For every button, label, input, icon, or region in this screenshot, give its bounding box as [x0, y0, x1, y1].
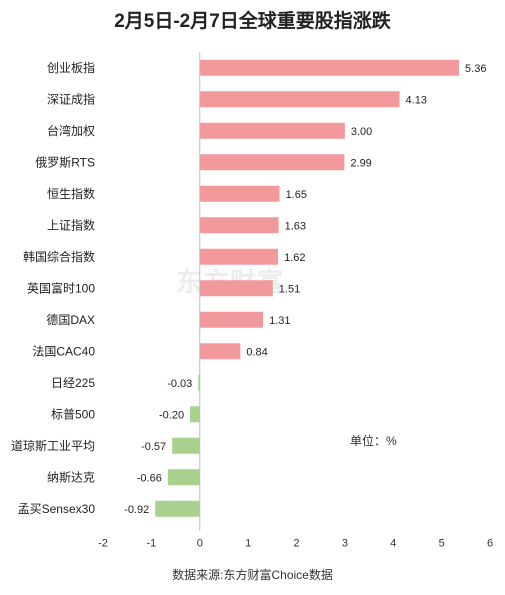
- bars-group: [155, 59, 460, 517]
- bar-1: [199, 91, 400, 108]
- x-tick-label: 4: [390, 538, 396, 550]
- category-label: 创业板指: [47, 60, 95, 75]
- category-label: 恒生指数: [47, 186, 95, 201]
- category-label: 上证指数: [47, 217, 95, 232]
- axis-group: -2 -1 0 1 2 3 4 5 6: [98, 52, 493, 550]
- category-label: 法国CAC40: [32, 344, 95, 358]
- value-label: -0.03: [167, 378, 192, 390]
- x-tick-label: -1: [146, 538, 156, 550]
- bar-9: [199, 343, 241, 360]
- bar-3: [199, 154, 345, 171]
- x-tick-label: -2: [98, 538, 108, 550]
- value-label: 4.13: [406, 94, 427, 106]
- value-label: 1.31: [269, 315, 290, 327]
- x-tick-label: 3: [342, 538, 348, 550]
- category-label: 英国富时100: [27, 280, 95, 295]
- category-label: 日经225: [51, 376, 95, 390]
- category-label: 纳斯达克: [47, 470, 95, 484]
- value-label: -0.66: [137, 472, 162, 484]
- x-tick-label: 6: [487, 538, 493, 550]
- value-label: 1.63: [285, 220, 306, 232]
- category-label: 孟买Sensex30: [18, 502, 96, 516]
- bar-2: [199, 122, 345, 139]
- category-label: 标普500: [51, 407, 95, 421]
- value-label: 2.99: [350, 157, 371, 169]
- bar-4: [199, 185, 280, 202]
- value-label: 1.51: [279, 283, 300, 295]
- value-label: -0.20: [159, 409, 184, 421]
- bar-6: [199, 248, 279, 265]
- x-tick-label: 5: [439, 538, 445, 550]
- chart-title: 2月5日-2月7日全球重要股指涨跌: [114, 11, 391, 32]
- bar-12: [172, 437, 200, 454]
- source-note: 数据来源:东方财富Choice数据: [172, 568, 333, 582]
- value-label: 3.00: [351, 126, 372, 138]
- category-label: 道琼斯工业平均: [11, 438, 95, 453]
- bar-0: [199, 59, 460, 76]
- value-label: 1.62: [284, 252, 305, 264]
- x-tick-label: 2: [293, 538, 299, 550]
- bar-5: [199, 217, 279, 234]
- unit-label: 单位：%: [350, 434, 397, 448]
- value-label: 1.65: [286, 189, 307, 201]
- bar-7: [199, 280, 273, 297]
- value-label: -0.57: [141, 441, 166, 453]
- category-label: 德国DAX: [46, 312, 95, 327]
- bar-14: [155, 500, 200, 517]
- value-label: 5.36: [465, 63, 486, 75]
- value-label: -0.92: [124, 504, 149, 516]
- value-label: 0.84: [246, 346, 267, 358]
- bar-8: [199, 311, 264, 328]
- bar-11: [190, 406, 200, 423]
- labels-group: 创业板指 5.36 深证成指 4.13 台湾加权 3.00 俄罗斯RTS 2.99 恒生指数 1.…: [11, 60, 486, 516]
- category-label: 深证成指: [47, 91, 95, 106]
- category-label: 台湾加权: [47, 123, 95, 138]
- bar-10: [198, 374, 200, 391]
- bar-13: [167, 469, 200, 486]
- x-tick-label: 0: [197, 538, 203, 550]
- x-tick-label: 1: [245, 538, 251, 550]
- category-label: 韩国综合指数: [23, 249, 95, 264]
- category-label: 俄罗斯RTS: [35, 155, 95, 169]
